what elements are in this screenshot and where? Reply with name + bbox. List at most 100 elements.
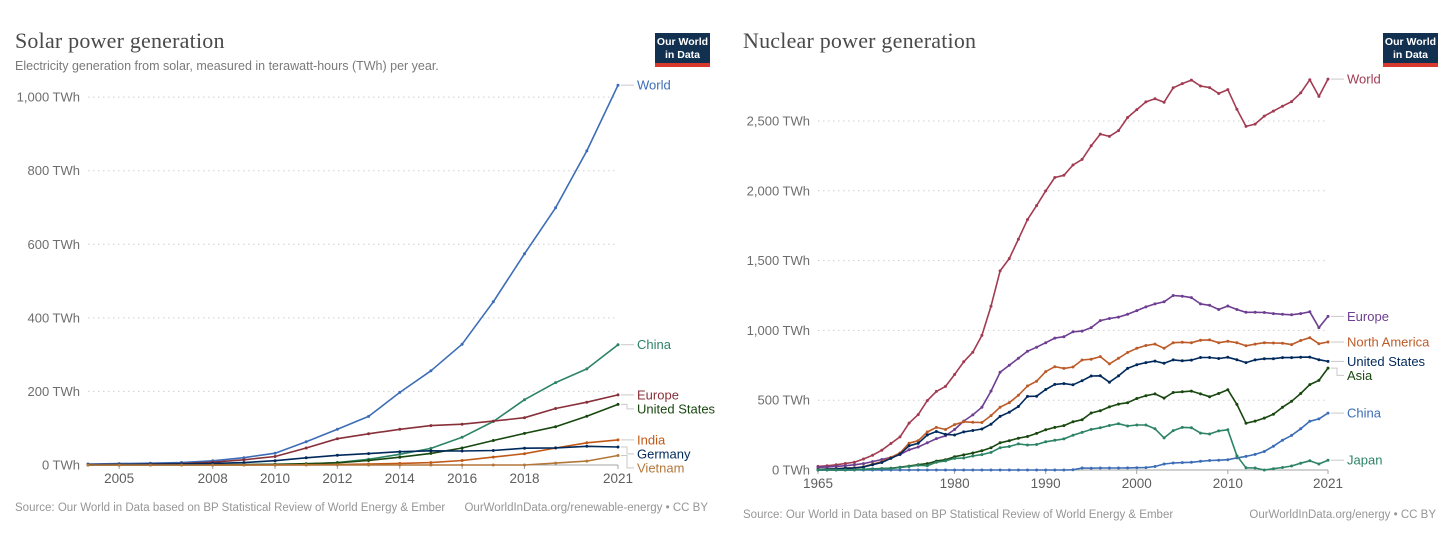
data-point — [1244, 124, 1248, 128]
y-axis-tick: 200 TWh — [27, 384, 80, 399]
license-link[interactable]: OurWorldInData.org/energy • CC BY — [1249, 509, 1436, 521]
series-line-united-states[interactable] — [817, 356, 1329, 471]
data-point — [86, 463, 90, 467]
data-point — [1107, 362, 1111, 366]
data-point — [934, 425, 938, 429]
data-point — [1153, 392, 1157, 396]
data-point — [1290, 464, 1294, 468]
series-united-states[interactable] — [816, 355, 1330, 471]
data-point — [998, 414, 1002, 418]
series-north-america[interactable] — [816, 336, 1330, 471]
series-world[interactable] — [86, 83, 620, 466]
data-point — [889, 467, 893, 471]
data-point — [1007, 410, 1011, 414]
data-point — [1244, 344, 1248, 348]
data-point — [1089, 411, 1093, 415]
license-link[interactable]: OurWorldInData.org/renewable-energy • CC… — [464, 502, 708, 514]
series-label-china[interactable]: China — [1347, 406, 1382, 421]
series-line-world[interactable] — [87, 84, 619, 465]
data-point — [1308, 419, 1312, 423]
data-point — [1135, 423, 1139, 427]
data-point — [1281, 104, 1284, 108]
data-point — [880, 458, 884, 461]
series-label-china[interactable]: China — [637, 337, 672, 352]
series-line-china[interactable] — [87, 343, 619, 466]
series-world[interactable] — [816, 77, 1330, 468]
data-point — [1135, 466, 1139, 470]
data-point — [880, 461, 884, 464]
data-point — [1135, 363, 1139, 367]
series-japan[interactable] — [816, 422, 1330, 472]
series-label-united-states[interactable]: United States — [1347, 354, 1426, 369]
data-point — [1253, 452, 1257, 456]
data-point — [273, 455, 277, 458]
data-point — [953, 428, 957, 431]
series-label-europe[interactable]: Europe — [637, 387, 679, 402]
label-connector — [621, 403, 634, 410]
data-point — [925, 430, 929, 434]
data-point — [1080, 358, 1084, 362]
data-point — [1299, 312, 1303, 316]
series-line-vietnam[interactable] — [87, 454, 619, 466]
data-point — [1208, 86, 1212, 90]
data-point — [998, 405, 1002, 409]
series-label-world[interactable]: World — [1347, 72, 1381, 87]
data-point — [1035, 345, 1039, 349]
data-point — [1098, 319, 1102, 323]
data-point — [1026, 384, 1029, 388]
data-point — [980, 333, 984, 337]
data-point — [1217, 392, 1221, 395]
data-point — [523, 463, 526, 467]
series-line-germany[interactable] — [87, 445, 619, 466]
data-point — [148, 463, 152, 467]
series-line-world[interactable] — [817, 78, 1329, 468]
owid-logo-line1: Our World — [656, 36, 709, 48]
nuclear-line-chart[interactable]: 0 TWh 500 TWh 1,000 TWh 1,500 TWh 2,000 TWh 2… — [728, 72, 1456, 500]
data-point — [862, 457, 865, 461]
solar-line-chart[interactable]: 0 TWh 200 TWh 400 TWh 600 TWh 800 TWh 1,000 T… — [0, 78, 728, 493]
solar-chart-subtitle: Electricity generation from solar, measu… — [15, 59, 439, 73]
data-point — [1126, 116, 1130, 119]
data-point — [491, 449, 495, 452]
series-united-states[interactable] — [86, 402, 620, 467]
data-point — [335, 463, 339, 467]
data-point — [1171, 86, 1175, 90]
data-point — [1262, 341, 1266, 345]
data-point — [1262, 450, 1266, 453]
data-point — [1271, 357, 1275, 361]
data-point — [335, 437, 339, 441]
data-point — [1126, 424, 1130, 428]
owid-logo: Our World in Data — [655, 33, 710, 68]
series-label-europe[interactable]: Europe — [1347, 309, 1389, 324]
data-point — [1271, 312, 1275, 316]
data-point — [554, 446, 558, 450]
data-point — [1253, 310, 1257, 314]
data-point — [1217, 458, 1221, 462]
data-point — [1317, 378, 1321, 382]
series-label-asia[interactable]: Asia — [1347, 368, 1373, 383]
data-point — [1007, 439, 1011, 443]
series-label-india[interactable]: India — [637, 432, 666, 447]
data-point — [934, 460, 938, 464]
series-label-united-states[interactable]: United States — [637, 401, 716, 416]
series-label-world[interactable]: World — [637, 78, 671, 93]
data-point — [1026, 443, 1029, 447]
data-point — [1208, 356, 1212, 359]
data-point — [871, 453, 875, 457]
data-point — [335, 453, 339, 457]
data-point — [367, 432, 371, 436]
data-point — [585, 441, 589, 445]
series-line-japan[interactable] — [817, 422, 1329, 471]
series-label-vietnam[interactable]: Vietnam — [637, 460, 684, 475]
data-point — [1026, 394, 1029, 398]
series-label-japan[interactable]: Japan — [1347, 453, 1382, 468]
series-vietnam[interactable] — [86, 454, 620, 467]
series-label-north-america[interactable]: North America — [1347, 334, 1430, 349]
series-europe[interactable] — [816, 294, 1330, 469]
series-label-germany[interactable]: Germany — [637, 446, 691, 461]
data-point — [1016, 436, 1020, 440]
data-point — [1189, 426, 1193, 430]
owid-logo: Our World in Data — [1383, 33, 1438, 68]
series-line-north-america[interactable] — [817, 336, 1329, 471]
data-point — [1199, 431, 1202, 435]
